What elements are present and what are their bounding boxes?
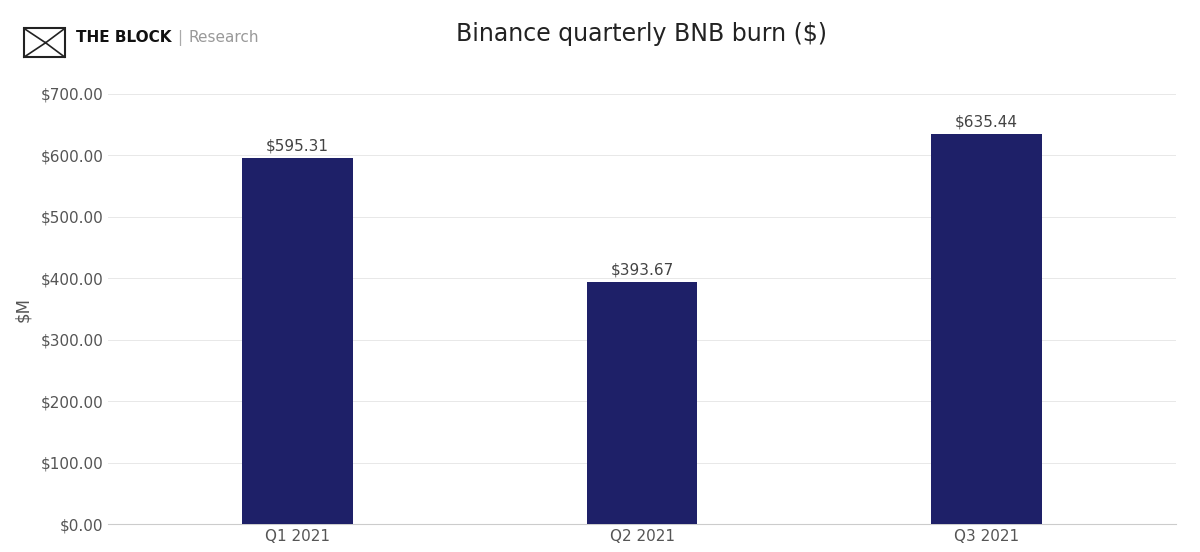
- Bar: [931, 134, 1042, 524]
- Text: $635.44: $635.44: [955, 114, 1018, 129]
- Text: $393.67: $393.67: [611, 263, 673, 278]
- Y-axis label: $M: $M: [14, 296, 32, 322]
- Text: |: |: [178, 30, 182, 46]
- Text: Research: Research: [188, 30, 259, 45]
- Text: $595.31: $595.31: [266, 139, 329, 154]
- Bar: [242, 158, 353, 524]
- Text: THE BLOCK: THE BLOCK: [76, 30, 172, 45]
- Bar: [587, 282, 697, 524]
- Text: Binance quarterly BNB burn ($): Binance quarterly BNB burn ($): [456, 22, 828, 46]
